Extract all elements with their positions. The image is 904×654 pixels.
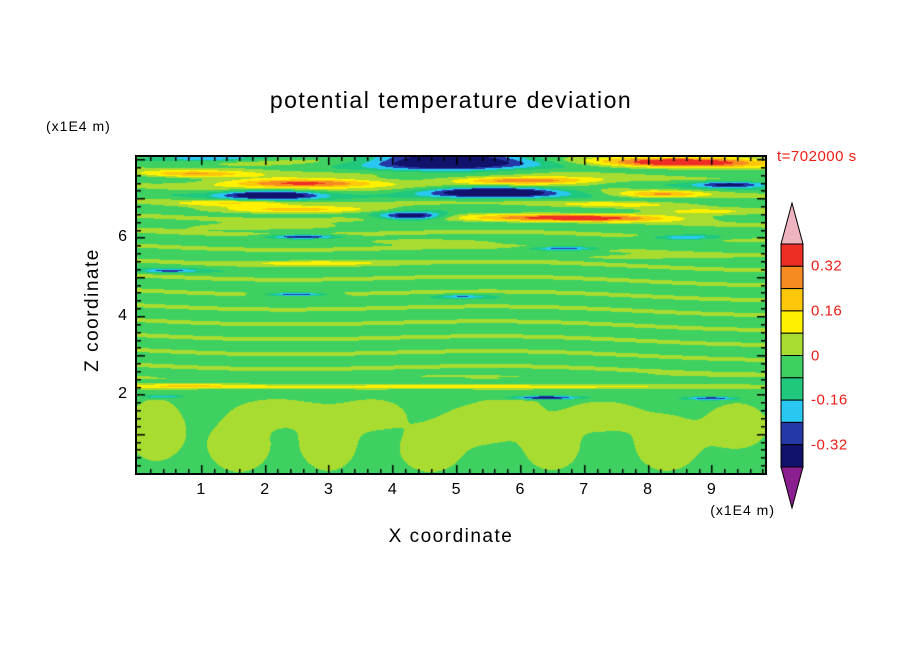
colorbar-segment: [780, 399, 804, 423]
colorbar-tick-label: -0.16: [811, 391, 848, 409]
z-axis-title: Z coordinate: [82, 248, 103, 372]
x-tick-label: 8: [643, 481, 653, 498]
x-tick-label: 1: [196, 481, 206, 498]
plot-title: potential temperature deviation: [269, 87, 633, 113]
z-tick-label: 4: [118, 306, 127, 324]
x-axis-unit-label: (x1E4 m): [710, 502, 775, 518]
colorbar-segment: [780, 332, 804, 356]
x-tick-label: 2: [260, 481, 270, 498]
colorbar-segment: [780, 265, 804, 290]
x-tick-label: 6: [515, 481, 525, 498]
z-tick-label: 6: [118, 228, 127, 246]
colorbar-segment: [780, 421, 804, 446]
colorbar-top-arrow: [780, 202, 804, 245]
x-tick-label: 5: [451, 481, 461, 498]
colorbar-segment: [780, 243, 804, 267]
timestamp-label: t=702000 s: [777, 148, 857, 165]
colorbar-bottom-arrow: [780, 466, 804, 510]
colorbar-tick-label: 0: [811, 347, 820, 364]
colorbar-tick-label: 0.16: [811, 302, 843, 320]
x-tick-label: 7: [579, 481, 589, 498]
colorbar-segment: [780, 310, 804, 334]
z-axis-unit-label: (x1E4 m): [46, 118, 111, 134]
colorbar-segment: [780, 355, 804, 379]
colorbar-tick-label: -0.32: [811, 436, 848, 454]
x-tick-label: 3: [324, 481, 333, 498]
x-tick-label: 9: [706, 481, 716, 498]
contour-field-canvas: [137, 157, 765, 473]
colorbar-tick-label: 0.32: [811, 257, 843, 275]
colorbar-segment: [780, 377, 804, 401]
colorbar-segment: [780, 288, 804, 312]
x-tick-label: 4: [387, 481, 397, 498]
colorbar-segment: [780, 444, 804, 468]
plot-frame: [135, 155, 767, 475]
x-axis-title: X coordinate: [388, 526, 514, 547]
z-tick-label: 2: [118, 385, 127, 403]
colorbar: [780, 202, 804, 510]
